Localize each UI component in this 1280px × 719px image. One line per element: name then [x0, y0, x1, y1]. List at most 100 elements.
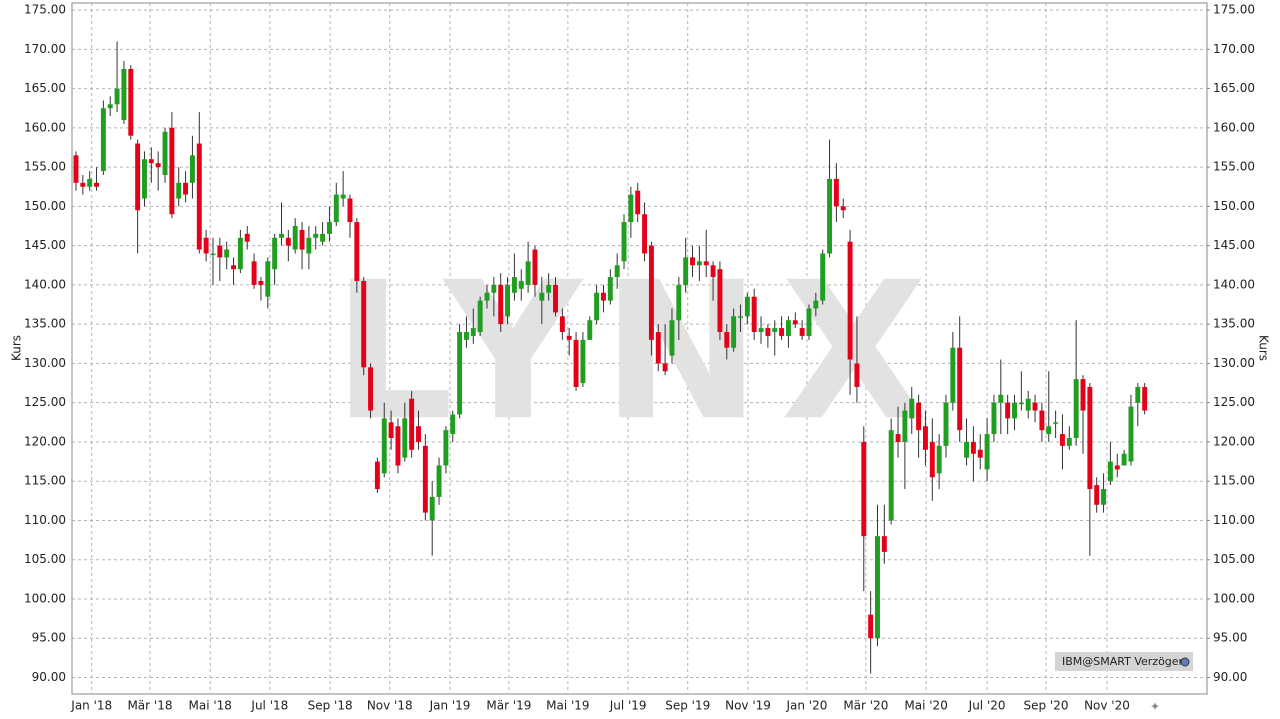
- candle-body: [546, 284, 552, 293]
- candle-body: [1039, 410, 1045, 431]
- candle-body: [416, 426, 421, 442]
- y-tick-label: 110.00: [24, 513, 66, 527]
- candle-body: [875, 536, 880, 639]
- candle-body: [1073, 379, 1079, 439]
- candle-body: [436, 465, 442, 497]
- y2-tick-label: 115.00: [1213, 474, 1255, 488]
- candle-body: [463, 332, 469, 340]
- candle-body: [361, 280, 367, 368]
- candle-body: [484, 292, 490, 301]
- legend-text: IBM@SMART Verzögert: [1062, 655, 1188, 668]
- candle-body: [511, 277, 517, 293]
- candle-body: [779, 328, 785, 336]
- y-tick-label: 100.00: [24, 591, 66, 605]
- candle-body: [957, 347, 963, 431]
- candle-body: [155, 163, 161, 168]
- candle-body: [902, 410, 908, 442]
- watermark: LYNX: [333, 241, 948, 462]
- x-tick-label: Nov '19: [725, 699, 771, 713]
- y-tick-label: 150.00: [24, 199, 66, 213]
- candle-body: [710, 265, 716, 278]
- candle-body: [169, 127, 175, 215]
- candle-body: [573, 339, 579, 387]
- candle-body: [696, 261, 702, 266]
- x-tick-label: Nov '20: [1084, 699, 1130, 713]
- candle-body: [731, 316, 737, 348]
- candle-body: [648, 245, 654, 340]
- candle-body: [772, 328, 778, 333]
- y2-tick-label: 120.00: [1213, 434, 1255, 448]
- candle-body: [272, 237, 278, 270]
- candle-body: [176, 182, 182, 199]
- candle-body: [340, 194, 346, 199]
- candle-body: [1114, 465, 1120, 470]
- x-tick-label: Sep '19: [665, 699, 710, 713]
- candle-body: [635, 190, 641, 215]
- candle-body: [751, 296, 757, 333]
- y-tick-label: 155.00: [24, 160, 66, 174]
- candle-body: [655, 332, 661, 364]
- candle-body: [744, 296, 750, 317]
- candle-body: [374, 461, 380, 490]
- x-tick-label: Mai '20: [904, 699, 947, 713]
- candle-body: [1121, 453, 1127, 466]
- y2-tick-label: 100.00: [1213, 591, 1255, 605]
- candle-body: [1142, 386, 1148, 411]
- candle-body: [614, 265, 620, 278]
- candle-body: [395, 426, 401, 466]
- candle-body: [244, 233, 250, 242]
- candle-body: [114, 88, 120, 105]
- candle-body: [587, 320, 593, 340]
- y2-tick-label: 125.00: [1213, 395, 1255, 409]
- candle-body: [991, 402, 997, 435]
- candle-body: [861, 441, 867, 537]
- x-tick-label: Mai '19: [546, 699, 589, 713]
- y-axis-label: Kurs: [10, 335, 24, 361]
- y-tick-label: 140.00: [24, 277, 66, 291]
- candle-body: [203, 237, 209, 254]
- candle-body: [491, 284, 497, 293]
- candle-body: [950, 347, 956, 403]
- candle-body: [210, 253, 216, 255]
- candle-body: [251, 261, 257, 285]
- y-tick-label: 90.00: [32, 670, 66, 684]
- y-tick-label: 120.00: [24, 434, 66, 448]
- candle-body: [984, 434, 990, 470]
- candle-body: [1087, 386, 1093, 490]
- candle-body: [532, 249, 538, 285]
- y2-axis-label: Kurs: [1257, 335, 1271, 361]
- y2-tick-label: 140.00: [1213, 277, 1255, 291]
- candle-body: [402, 418, 408, 458]
- candle-body: [162, 131, 168, 175]
- candle-body: [676, 284, 682, 321]
- candle-body: [936, 445, 942, 474]
- candle-body: [258, 280, 264, 285]
- candle-body: [922, 426, 928, 450]
- candle-body: [224, 249, 230, 258]
- scroll-icon[interactable]: ✦: [1150, 700, 1160, 714]
- candle-body: [1135, 386, 1141, 403]
- candle-body: [765, 328, 771, 336]
- y2-tick-label: 150.00: [1213, 199, 1255, 213]
- candle-body: [292, 226, 298, 250]
- candle-body: [594, 292, 600, 321]
- y-tick-label: 130.00: [24, 356, 66, 370]
- legend-box: [1055, 652, 1193, 671]
- candle-body: [457, 332, 463, 415]
- candle-body: [1005, 402, 1011, 419]
- candle-body: [1053, 422, 1059, 424]
- candle-body: [285, 237, 291, 246]
- y2-tick-label: 170.00: [1213, 42, 1255, 56]
- y2-tick-label: 95.00: [1213, 631, 1247, 645]
- candle-body: [683, 257, 689, 285]
- candle-body: [1025, 398, 1031, 411]
- candle-body: [1018, 402, 1024, 405]
- candle-body: [909, 398, 915, 419]
- candle-body: [566, 335, 572, 340]
- candle-body: [943, 402, 949, 446]
- y2-tick-label: 155.00: [1213, 160, 1255, 174]
- candle-body: [94, 182, 99, 187]
- candle-body: [600, 292, 606, 301]
- candle-body: [231, 265, 237, 270]
